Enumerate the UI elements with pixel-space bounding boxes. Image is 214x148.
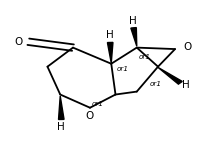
Text: or1: or1: [139, 54, 151, 60]
Text: H: H: [57, 122, 65, 132]
Text: H: H: [183, 80, 190, 90]
Text: H: H: [106, 30, 114, 40]
Text: or1: or1: [117, 66, 129, 72]
Text: O: O: [86, 111, 94, 121]
Polygon shape: [131, 28, 137, 46]
Text: or1: or1: [150, 81, 162, 87]
Text: O: O: [15, 37, 23, 47]
Polygon shape: [158, 67, 182, 84]
Text: or1: or1: [92, 101, 104, 107]
Polygon shape: [107, 42, 113, 63]
Text: O: O: [184, 42, 192, 52]
Text: H: H: [129, 16, 137, 26]
Polygon shape: [58, 96, 64, 119]
